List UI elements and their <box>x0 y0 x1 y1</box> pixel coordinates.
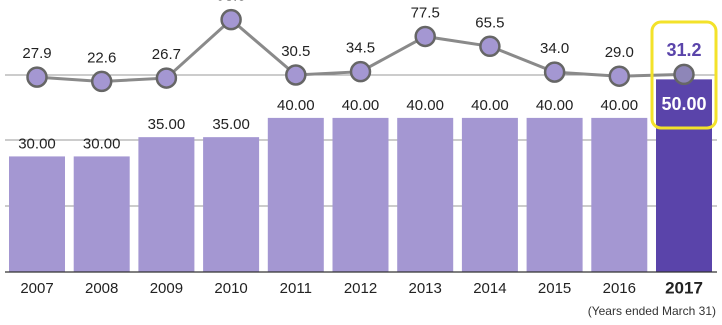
line-value-label: 30.5 <box>281 43 310 60</box>
bar <box>203 137 260 272</box>
line-value-label: 98.0 <box>216 0 245 5</box>
highlight-frame <box>650 20 718 130</box>
line-value-label: 22.6 <box>87 49 116 66</box>
bar-value-label: 40.00 <box>536 97 574 114</box>
line-value-label: 31.2 <box>666 40 701 60</box>
line-marker <box>479 35 501 58</box>
line-marker <box>349 60 372 83</box>
line-marker <box>608 65 631 87</box>
bar <box>267 117 324 272</box>
line-marker <box>673 63 695 86</box>
note: (Years ended March 31) <box>588 304 716 318</box>
line-marker <box>220 8 242 31</box>
bar <box>73 156 130 272</box>
line-marker <box>26 66 48 88</box>
bar-value-label: 40.00 <box>601 97 639 114</box>
line-marker <box>543 61 566 83</box>
line-value-label: 26.7 <box>152 46 181 63</box>
bar-value-label: 30.00 <box>18 135 56 152</box>
bar-value-label: 40.00 <box>471 97 509 114</box>
x-tick-label: 2011 <box>280 280 312 297</box>
line-marker <box>414 25 436 48</box>
line-value-label: 34.5 <box>346 40 375 57</box>
x-tick-label: 2013 <box>409 280 442 297</box>
bar-value-label: 40.00 <box>277 97 315 114</box>
bar-value-label: 35.00 <box>148 116 186 133</box>
bar-value-label: 50.00 <box>661 94 706 114</box>
line-value-label: 77.5 <box>411 4 440 21</box>
line-marker <box>155 67 178 89</box>
bar <box>591 117 648 272</box>
bar <box>332 117 389 272</box>
bar <box>656 79 712 272</box>
bar-value-label: 30.00 <box>83 135 121 152</box>
bar-value-label: 40.00 <box>406 97 444 114</box>
bar <box>461 117 518 272</box>
x-tick-label: 2012 <box>344 280 377 297</box>
x-tick-label: 2009 <box>150 280 183 297</box>
x-tick-label: 2015 <box>538 280 571 297</box>
x-tick-label: 2014 <box>473 280 506 297</box>
x-tick-label: 2017 <box>665 278 703 297</box>
bar-value-label: 35.00 <box>212 116 250 133</box>
line-marker <box>90 70 113 93</box>
x-tick-label: 2008 <box>85 280 118 297</box>
bar-value-label: 40.00 <box>342 97 380 114</box>
x-tick-label: 2016 <box>603 280 636 297</box>
line-value-label: 65.5 <box>475 14 504 31</box>
bar <box>526 117 583 272</box>
line-value-label: 34.0 <box>540 40 569 57</box>
x-tick-label: 2007 <box>20 280 53 297</box>
line-value-label: 29.0 <box>605 44 634 61</box>
bar <box>9 156 65 272</box>
line-marker <box>285 64 307 86</box>
x-tick-label: 2010 <box>214 280 247 297</box>
bar <box>397 117 454 272</box>
bar <box>138 137 195 272</box>
line-value-label: 27.9 <box>22 45 51 62</box>
